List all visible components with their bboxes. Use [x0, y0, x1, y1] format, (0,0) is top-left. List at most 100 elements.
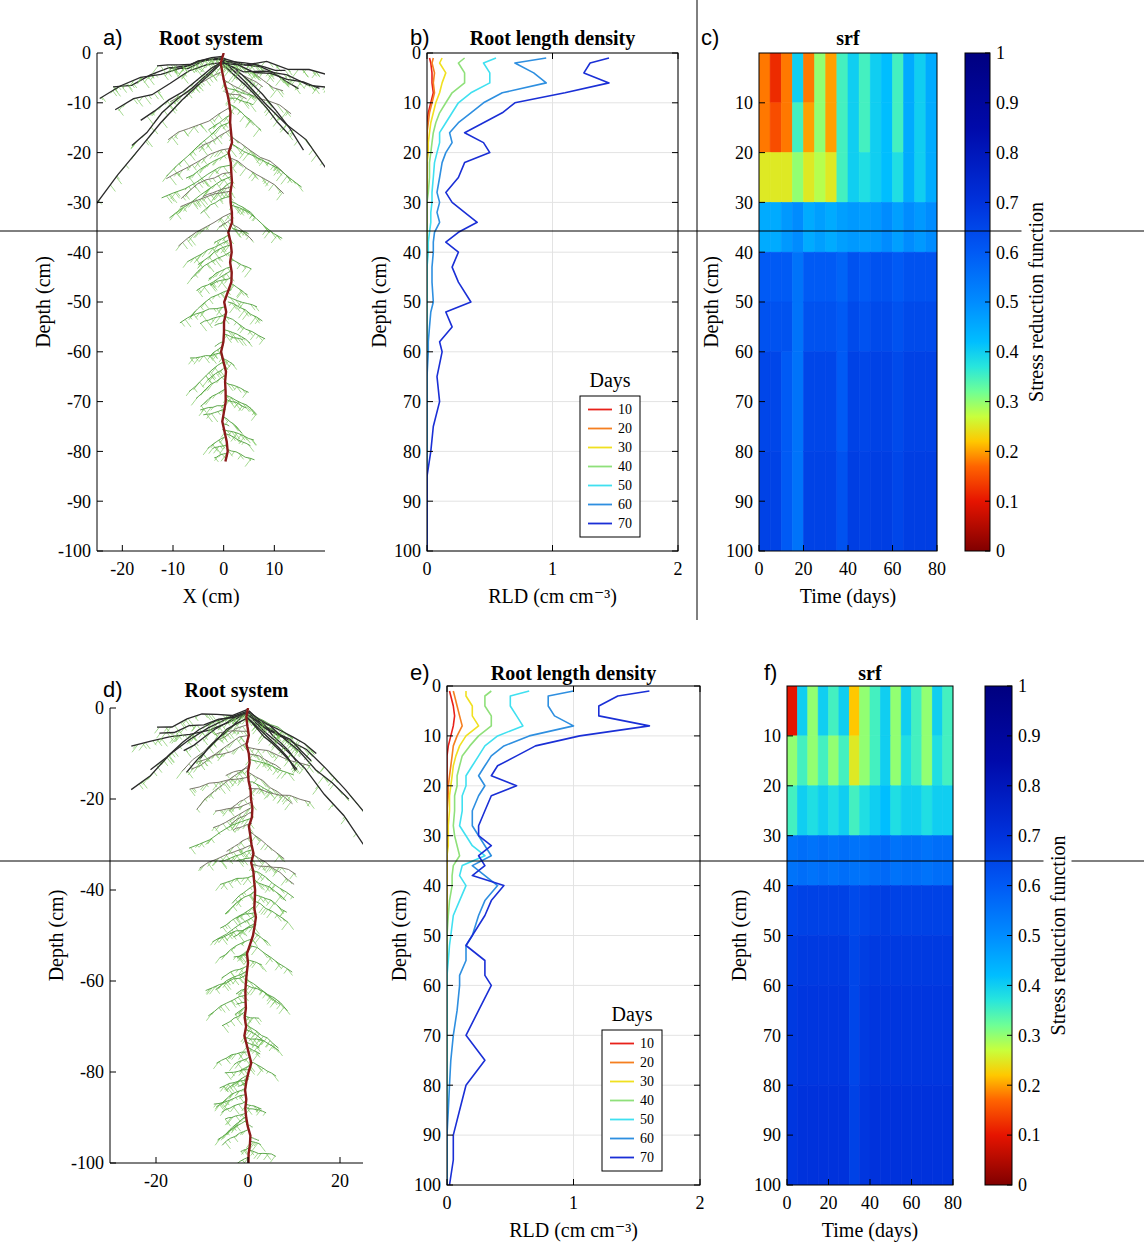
cell — [870, 252, 881, 302]
cell — [818, 736, 828, 786]
cell — [804, 451, 815, 551]
tick — [759, 451, 765, 452]
tick — [110, 1072, 116, 1073]
cell — [787, 686, 797, 736]
tick-label: 60 — [884, 559, 902, 579]
tick — [694, 885, 700, 886]
fine-root — [244, 985, 281, 1009]
tick-label: -20 — [144, 1171, 168, 1191]
fine-root — [224, 1157, 249, 1163]
cell — [881, 252, 892, 302]
lateral-root — [249, 715, 349, 799]
fine-root — [222, 81, 291, 119]
panel-letter: d) — [103, 677, 123, 702]
cell — [781, 252, 792, 302]
tick-label: 1 — [569, 1193, 578, 1213]
fine-root — [213, 803, 256, 817]
cell — [922, 686, 932, 736]
lateral-root — [224, 334, 243, 340]
colorbar-tick — [1007, 1135, 1012, 1136]
tick — [427, 551, 433, 552]
lateral-root — [225, 1113, 245, 1119]
cell — [922, 736, 932, 786]
lateral-root — [169, 176, 231, 218]
lateral-root — [220, 1079, 249, 1088]
lateral-root — [249, 789, 311, 803]
tick-label: 90 — [735, 492, 753, 512]
fine-root — [234, 206, 281, 243]
axis-title: RLD (cm cm⁻³) — [488, 585, 617, 608]
tick-label: 60 — [763, 976, 781, 996]
cell — [837, 153, 848, 203]
cell — [826, 302, 837, 352]
cell — [797, 736, 807, 786]
fine-root — [170, 177, 234, 220]
cell — [912, 886, 922, 936]
colorbar-title: Stress reduction function — [1047, 836, 1069, 1036]
lateral-root — [250, 1150, 276, 1156]
lateral-root — [200, 845, 252, 868]
root-system — [97, 53, 325, 467]
cell — [839, 985, 849, 1085]
legend-swatch — [610, 1157, 634, 1159]
cell — [792, 53, 803, 103]
tick — [759, 202, 765, 203]
cell — [804, 53, 815, 103]
fine-root — [224, 334, 247, 346]
tick — [787, 1179, 788, 1185]
tick-label: -80 — [80, 1062, 104, 1082]
panel-letter: c) — [701, 25, 719, 50]
cell — [943, 1085, 953, 1185]
rld-line — [447, 691, 479, 1185]
cell — [849, 1085, 859, 1185]
tick — [427, 501, 433, 502]
legend-label: 70 — [640, 1150, 654, 1165]
tick-label: 60 — [423, 976, 441, 996]
tick — [552, 545, 553, 551]
tick-label: 20 — [735, 143, 753, 163]
cell — [881, 153, 892, 203]
cell — [880, 686, 890, 736]
colorbar-tick-label: 0.6 — [996, 243, 1019, 263]
fine-root — [226, 1070, 255, 1080]
fine-root — [147, 62, 226, 125]
fine-root — [206, 996, 248, 1021]
divider — [1072, 861, 1144, 862]
cell — [881, 352, 892, 452]
colorbar-tick-label: 0.7 — [1018, 826, 1041, 846]
lateral-root — [159, 712, 248, 733]
fine-root — [230, 260, 252, 277]
tick-label: -60 — [80, 971, 104, 991]
tick-label: 90 — [763, 1125, 781, 1145]
cell — [926, 352, 937, 452]
cell — [932, 985, 942, 1085]
cell — [860, 1085, 870, 1185]
legend-label: 20 — [618, 421, 632, 436]
tick-label: 10 — [423, 726, 441, 746]
colorbar-tick — [985, 252, 990, 253]
cell — [770, 352, 781, 452]
cell — [826, 153, 837, 203]
lateral-root — [250, 1137, 259, 1140]
axis-title: RLD (cm cm⁻³) — [509, 1219, 638, 1242]
lateral-root — [213, 916, 255, 942]
colorbar-tick — [985, 451, 990, 452]
tick — [694, 1085, 700, 1086]
cell — [901, 1085, 911, 1185]
cell — [870, 1085, 880, 1185]
colorbar-tick — [1007, 1185, 1012, 1186]
tick — [110, 799, 116, 800]
cell — [880, 886, 890, 936]
lateral-root — [231, 205, 283, 238]
legend-swatch — [588, 523, 612, 525]
tick — [672, 451, 678, 452]
cell — [881, 302, 892, 352]
cell — [770, 302, 781, 352]
lateral-root — [196, 375, 226, 399]
lateral-root — [151, 713, 248, 769]
cell — [881, 103, 892, 153]
cell — [880, 985, 890, 1085]
fine-root — [245, 1108, 266, 1116]
tick — [447, 985, 453, 986]
tick — [223, 545, 224, 551]
